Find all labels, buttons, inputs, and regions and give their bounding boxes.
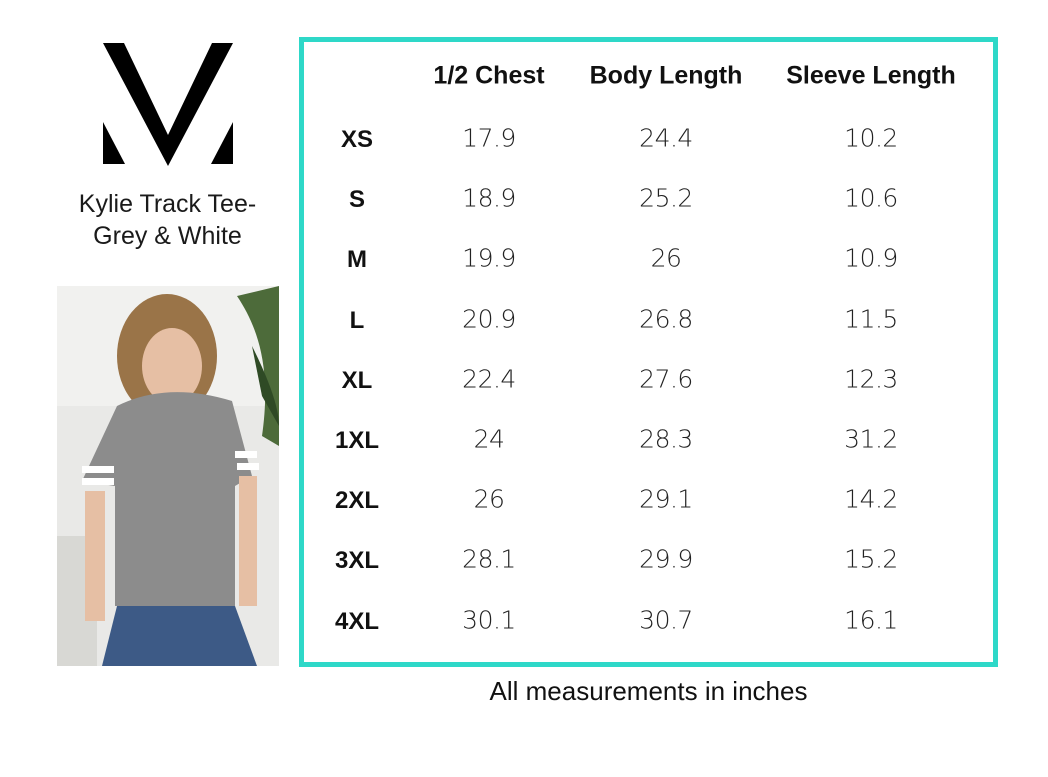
measurement-cell: 10.2 [844,123,898,153]
product-title-line2: Grey & White [93,222,242,250]
measurement-cell: 10.9 [844,243,898,273]
size-label: XL [341,366,373,394]
measurement-cell: 12.3 [844,364,898,394]
brand-logo [103,43,233,166]
measurement-cell: 15.2 [844,544,898,574]
measurement-cell: 28.3 [639,424,693,454]
product-title: Kylie Track Tee- Grey & White [40,188,295,252]
size-label: L [349,306,365,334]
measurement-note: All measurements in inches [489,676,808,706]
measurement-cell: 29.1 [639,484,693,514]
measurement-cell: 14.2 [844,484,898,514]
measurement-cell: 20.9 [462,304,516,334]
measurement-cell: 26 [473,484,505,514]
measurement-cell: 24 [473,424,505,454]
column-header: Body Length [589,61,743,90]
measurement-cell: 27.6 [639,364,693,394]
measurement-cell: 16.1 [844,605,898,635]
measurement-cell: 31.2 [844,424,898,454]
product-title-line1: Kylie Track Tee- [78,190,257,218]
measurement-cell: 10.6 [844,183,898,213]
measurement-cell: 18.9 [462,183,516,213]
measurement-cell: 24.4 [639,123,693,153]
measurement-cell: 11.5 [844,304,898,334]
measurement-cell: 26 [650,243,682,273]
size-label: S [348,186,366,214]
measurement-cell: 26.8 [639,304,693,334]
size-label: 4XL [334,607,380,635]
measurement-cell: 30.1 [462,605,516,635]
measurement-cell: 19.9 [462,243,516,273]
column-header: 1/2 Chest [433,61,545,90]
size-label: XS [340,126,374,153]
measurement-cell: 28.1 [462,544,516,574]
measurement-cell: 22.4 [462,364,516,394]
size-label: M [347,246,367,274]
column-header: Sleeve Length [786,61,956,90]
measurement-cell: 25.2 [639,183,693,213]
size-chart-table: 1/2 Chest Body Length Sleeve Length XS 17.9 2… [299,37,998,667]
size-label: 1XL [334,427,380,454]
measurement-cell: 30.7 [639,605,693,635]
measurement-cell: 17.9 [462,123,516,153]
measurement-cell: 29.9 [639,544,693,574]
size-label: 3XL [334,547,380,575]
product-photo [57,286,279,666]
size-label: 2XL [334,487,380,515]
